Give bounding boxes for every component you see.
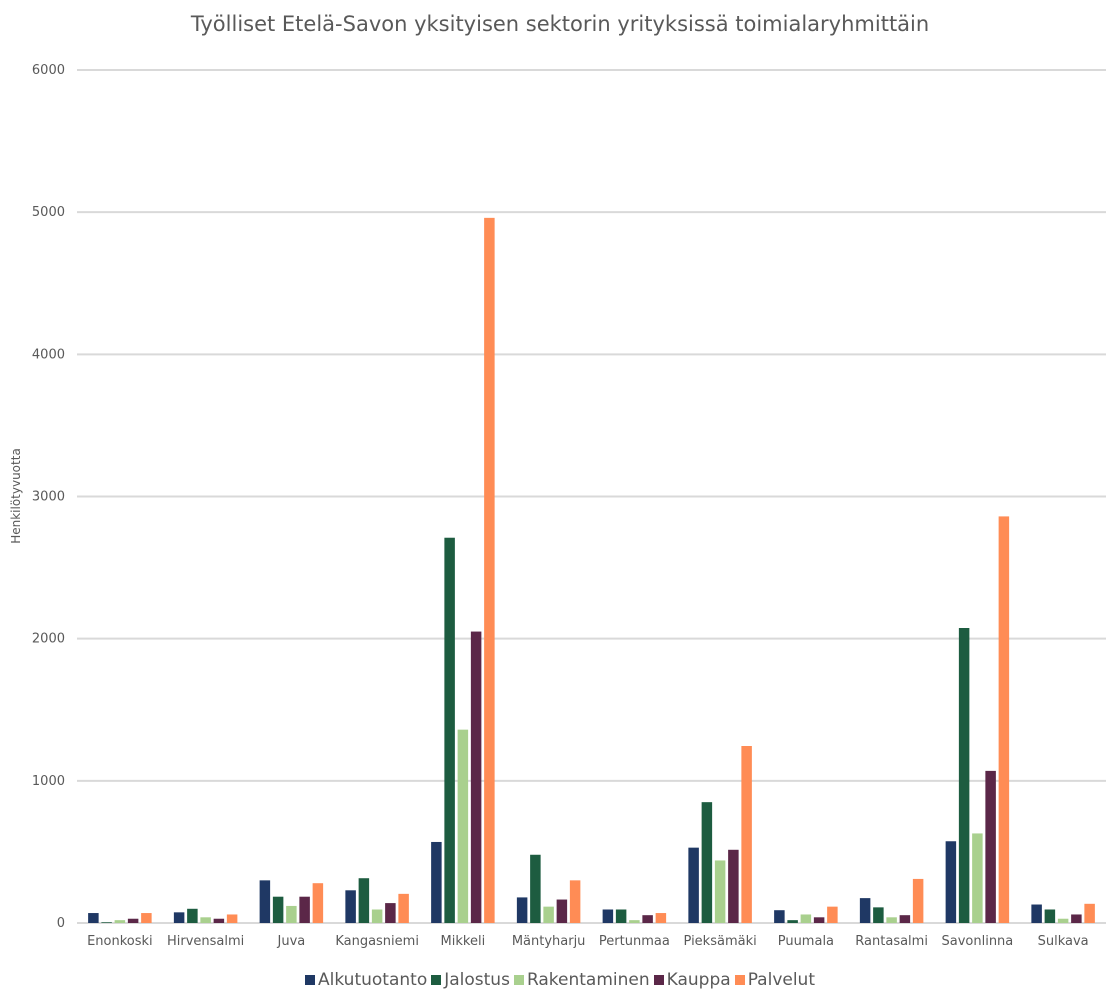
legend-swatch — [305, 975, 315, 985]
x-tick-label: Puumala — [778, 934, 834, 949]
bar — [200, 917, 211, 923]
bar — [714, 860, 726, 923]
bar — [114, 920, 126, 923]
y-tick-label: 5000 — [32, 205, 65, 220]
x-tick-label: Rantasalmi — [855, 934, 928, 949]
bar — [88, 913, 99, 923]
bar — [272, 896, 284, 923]
bar — [101, 922, 112, 923]
y-tick-label: 1000 — [32, 774, 65, 789]
x-tick-label: Juva — [277, 934, 306, 949]
y-tick-label: 6000 — [32, 63, 65, 78]
bar — [655, 913, 667, 923]
bar — [385, 903, 396, 923]
bar — [431, 841, 442, 923]
bar — [187, 908, 198, 923]
y-tick-label: 2000 — [32, 632, 65, 647]
bar — [1057, 918, 1069, 923]
bar — [958, 628, 970, 923]
bar — [127, 918, 139, 923]
bar — [1084, 903, 1095, 923]
bar — [444, 537, 455, 923]
x-tick-label: Pieksämäki — [684, 934, 757, 949]
bar — [972, 833, 983, 923]
legend: Alkutuotanto Jalostus Rakentaminen Kauppa Pa… — [0, 970, 1106, 990]
bar — [358, 878, 370, 923]
bar — [642, 915, 653, 923]
legend-item: Rakentaminen — [513, 970, 650, 990]
bar — [629, 920, 640, 923]
legend-item: Palvelut — [734, 970, 815, 990]
bar — [312, 883, 324, 923]
bar — [484, 217, 495, 923]
bar — [213, 918, 225, 923]
x-tick-label: Pertunmaa — [599, 934, 670, 949]
bar — [556, 899, 568, 923]
bar — [701, 802, 713, 923]
bar — [569, 880, 581, 923]
bar — [859, 898, 871, 923]
y-tick-label: 3000 — [32, 490, 65, 505]
bar — [371, 909, 383, 923]
chart-title: Työlliset Etelä-Savon yksityisen sektori… — [190, 12, 930, 36]
legend-item: Jalostus — [431, 970, 510, 990]
bar — [1071, 914, 1082, 923]
bar — [543, 906, 554, 923]
bar — [602, 909, 614, 923]
bar — [1044, 909, 1056, 923]
bar — [688, 847, 699, 923]
bar — [299, 896, 310, 923]
bar — [899, 915, 911, 923]
y-axis-label: Henkilötyvuotta — [9, 448, 23, 544]
bar — [741, 746, 752, 923]
x-tick-label: Enonkoski — [87, 934, 153, 949]
legend-label: Alkutuotanto — [318, 970, 428, 990]
x-tick-label: Mikkeli — [441, 934, 486, 949]
bar — [398, 893, 409, 923]
bar — [259, 880, 271, 923]
bar — [800, 914, 812, 923]
legend-label: Kauppa — [666, 970, 731, 990]
bar — [615, 909, 627, 923]
bar — [774, 910, 785, 923]
bar — [530, 854, 541, 923]
legend-swatch — [734, 975, 745, 985]
bar — [728, 849, 739, 923]
legend-item: Kauppa — [653, 970, 731, 990]
x-tick-label: Mäntyharju — [512, 934, 586, 949]
x-tick-label: Sulkava — [1038, 934, 1089, 949]
bar — [873, 907, 884, 923]
bar — [827, 906, 838, 923]
bar — [813, 917, 825, 923]
bar — [141, 913, 152, 923]
x-tick-label: Savonlinna — [941, 934, 1013, 949]
x-tick-label: Hirvensalmi — [167, 934, 244, 949]
bar — [173, 912, 185, 923]
x-tick-label: Kangasniemi — [335, 934, 419, 949]
legend-swatch — [513, 975, 524, 985]
bar — [985, 770, 996, 923]
legend-label: Palvelut — [747, 970, 815, 990]
bar — [998, 516, 1010, 923]
y-tick-label: 4000 — [32, 347, 65, 362]
legend-label: Rakentaminen — [526, 970, 650, 990]
bar — [470, 631, 482, 923]
legend-label: Jalostus — [444, 970, 510, 990]
legend-item: Alkutuotanto — [305, 970, 427, 990]
bar — [1031, 904, 1042, 923]
y-tick-label: 0 — [57, 916, 65, 931]
bar — [345, 890, 356, 923]
bar — [457, 729, 469, 923]
bar — [787, 920, 798, 923]
bar — [226, 914, 238, 923]
bar — [286, 905, 297, 923]
bar — [945, 841, 957, 923]
bar — [886, 917, 897, 923]
legend-swatch — [653, 975, 664, 985]
bar — [912, 878, 924, 923]
bar — [516, 897, 528, 923]
legend-swatch — [431, 975, 442, 985]
